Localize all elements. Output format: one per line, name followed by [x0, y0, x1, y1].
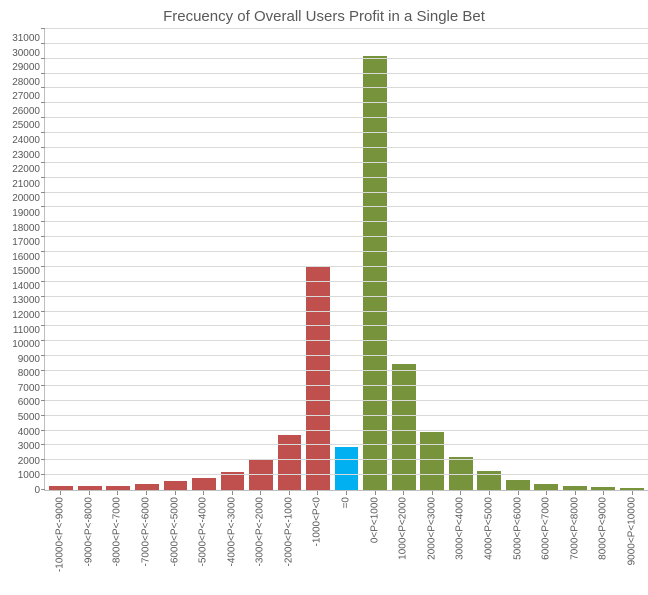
x-tick: -3000<P<-2000: [248, 491, 272, 571]
x-tick: 1000<P<2000: [391, 491, 415, 571]
profit-frequency-chart: Frecuency of Overall Users Profit in a S…: [0, 0, 648, 595]
x-tick-label: -3000<P<-2000: [255, 497, 266, 567]
x-tick: -5000<P<-4000: [191, 491, 215, 571]
plot-area: [44, 29, 648, 491]
x-tick-label: -8000<P<-7000: [112, 497, 123, 567]
y-tick-label: 23000: [12, 151, 40, 161]
y-tick-label: 22000: [12, 165, 40, 175]
bar: [78, 486, 102, 490]
y-tick-label: 27000: [12, 92, 40, 102]
bar: [363, 56, 387, 490]
x-tick-label: -4000<P<-3000: [226, 497, 237, 567]
x-tick-label: -1000<P<0: [312, 497, 323, 547]
bar: [591, 487, 615, 490]
y-tick-label: 30000: [12, 49, 40, 59]
x-tick: -6000<P<-5000: [163, 491, 187, 571]
y-tick-label: 24000: [12, 136, 40, 146]
x-tick-label: 9000<P<10000: [626, 497, 637, 565]
x-tick: 7000<P<8000: [563, 491, 587, 571]
y-tick-label: 19000: [12, 209, 40, 219]
x-tick-label: 2000<P<3000: [426, 497, 437, 560]
y-tick-label: 4000: [18, 428, 40, 438]
x-tick: 3000<P<4000: [448, 491, 472, 571]
x-tick-label: 8000<P<9000: [598, 497, 609, 560]
x-tick: 4000<P<5000: [477, 491, 501, 571]
y-tick-label: 1000: [18, 471, 40, 481]
x-tick: -10000<P<-9000: [48, 491, 72, 571]
bar: [563, 486, 587, 490]
y-tick-label: 10000: [12, 340, 40, 350]
x-tick-label: 4000<P<5000: [483, 497, 494, 560]
bar: [620, 488, 644, 490]
y-tick-label: 2000: [18, 457, 40, 467]
y-tick-label: 8000: [18, 369, 40, 379]
y-tick-label: 12000: [12, 311, 40, 321]
x-tick-label: -6000<P<-5000: [169, 497, 180, 567]
x-tick-label: 3000<P<4000: [455, 497, 466, 560]
bar: [534, 484, 558, 490]
x-tick: -7000<P<-6000: [134, 491, 158, 571]
y-tick-label: 31000: [12, 34, 40, 44]
y-tick-label: 11000: [13, 326, 40, 336]
bar: [192, 478, 216, 490]
y-tick-label: 6000: [18, 398, 40, 408]
bars-layer: [45, 29, 648, 490]
bar: [420, 432, 444, 490]
x-tick-label: 1000<P<2000: [398, 497, 409, 560]
y-tick-label: 14000: [12, 282, 40, 292]
y-tick-label: 13000: [12, 296, 40, 306]
bar: [164, 481, 188, 490]
x-tick: =0: [334, 491, 358, 571]
x-tick-label: -2000<P<-1000: [283, 497, 294, 567]
x-tick-label: 7000<P<8000: [569, 497, 580, 560]
y-tick-label: 18000: [12, 224, 40, 234]
x-tick: 6000<P<7000: [534, 491, 558, 571]
x-tick-label: 0<P<1000: [369, 497, 380, 543]
y-tick-label: 28000: [12, 78, 40, 88]
bar: [135, 484, 159, 490]
x-tick-label: -9000<P<-8000: [83, 497, 94, 567]
x-tick: -9000<P<-8000: [77, 491, 101, 571]
y-tick-label: 15000: [12, 267, 40, 277]
x-tick-label: -5000<P<-4000: [198, 497, 209, 567]
y-tick-label: 29000: [12, 63, 40, 73]
x-tick: 9000<P<10000: [620, 491, 644, 571]
bar: [392, 364, 416, 490]
x-tick-label: =0: [341, 497, 352, 508]
bar: [106, 486, 130, 490]
y-tick-label: 20000: [12, 194, 40, 204]
y-tick-label: 21000: [12, 180, 40, 190]
x-tick: -4000<P<-3000: [220, 491, 244, 571]
bar: [278, 435, 302, 490]
x-tick: 0<P<1000: [363, 491, 387, 571]
x-tick: -2000<P<-1000: [277, 491, 301, 571]
chart-title: Frecuency of Overall Users Profit in a S…: [0, 0, 648, 29]
x-axis: -10000<P<-9000 -9000<P<-8000 -8000<P<-7000…: [44, 491, 648, 571]
y-tick-label: 16000: [12, 253, 40, 263]
bar: [506, 480, 530, 490]
y-tick-label: 0: [34, 486, 40, 496]
y-tick-label: 17000: [12, 238, 40, 248]
x-tick: 2000<P<3000: [420, 491, 444, 571]
y-tick-label: 7000: [18, 384, 40, 394]
bar: [306, 267, 330, 490]
x-tick-label: 5000<P<6000: [512, 497, 523, 560]
x-tick: -8000<P<-7000: [106, 491, 130, 571]
x-tick: 8000<P<9000: [591, 491, 615, 571]
y-tick-label: 25000: [12, 121, 40, 131]
bar: [335, 447, 359, 490]
x-tick: -1000<P<0: [306, 491, 330, 571]
x-tick-label: -7000<P<-6000: [141, 497, 152, 567]
x-tick-label: 6000<P<7000: [541, 497, 552, 560]
x-tick: 5000<P<6000: [506, 491, 530, 571]
y-tick-label: 5000: [18, 413, 40, 423]
x-tick-label: -10000<P<-9000: [55, 497, 66, 572]
bar: [49, 486, 73, 490]
y-tick-label: 3000: [18, 442, 40, 452]
y-axis: 0100020003000400050006000700080009000100…: [0, 29, 44, 491]
y-tick-label: 9000: [18, 355, 40, 365]
y-tick-label: 26000: [12, 107, 40, 117]
